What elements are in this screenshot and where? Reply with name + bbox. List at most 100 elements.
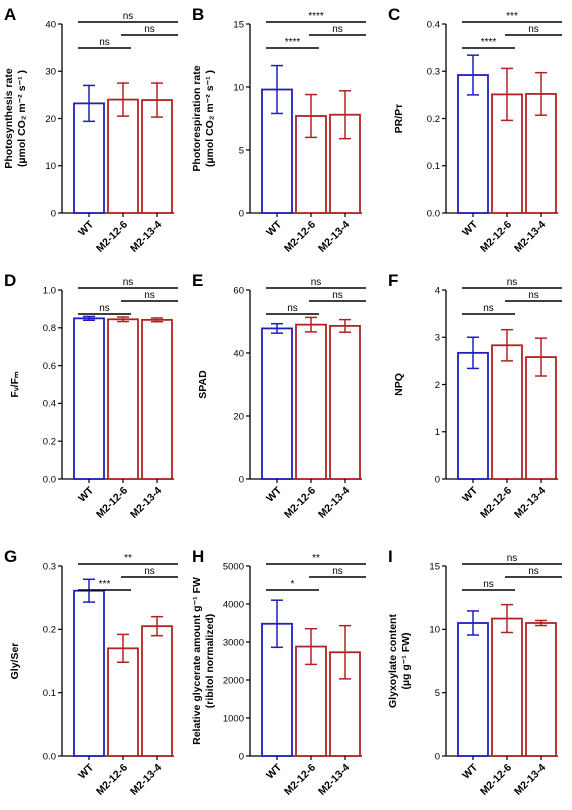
y-tick-label: 0.1	[427, 161, 440, 172]
bar-m2-13-4	[141, 318, 173, 480]
bar-m2-12-6	[295, 323, 327, 480]
bar-wt	[73, 317, 105, 480]
y-tick-label: 1.0	[43, 285, 56, 296]
sig-label: ns	[144, 290, 155, 301]
sig-label: ns	[528, 566, 539, 577]
x-tick-label: M2-13-4	[316, 762, 352, 798]
y-tick-label: 2000	[223, 675, 244, 686]
sig-label: ns	[99, 303, 110, 314]
y-axis-label: PR/Pᴛ	[393, 104, 405, 134]
y-axis-label: (µmol CO₂ m⁻² s⁻¹ )	[16, 70, 28, 167]
y-tick-label: 40	[233, 348, 244, 359]
x-tick-label: WT	[460, 484, 480, 504]
y-tick-label: 1000	[223, 713, 244, 724]
panel-b: B 0 5 10 15 Photorespiration rate (µmol CO₂ m⁻…	[191, 5, 366, 255]
y-tick-label: 20	[233, 411, 244, 422]
bar-wt	[457, 622, 489, 757]
y-tick-label: 10	[429, 625, 440, 636]
x-tick-label: M2-13-4	[128, 485, 164, 521]
x-tick-label: WT	[76, 484, 96, 504]
x-tick-label: WT	[264, 761, 284, 781]
y-tick-label: 0.6	[43, 361, 56, 372]
x-tick-label: WT	[460, 761, 480, 781]
sig-label: ns	[483, 303, 494, 314]
y-tick-label: 0.0	[43, 751, 56, 762]
x-tick-label: M2-13-4	[512, 762, 548, 798]
y-axis-label: Fᵥ/Fₘ	[9, 371, 21, 398]
y-tick-label: 0.2	[43, 625, 56, 636]
x-tick-label: M2-13-4	[128, 762, 164, 798]
x-tick-label: M2-13-4	[512, 485, 548, 521]
sig-label: ***	[506, 11, 518, 22]
y-axis-label: (µmol CO₂ m⁻² s⁻¹ )	[204, 70, 216, 167]
y-tick-label: 0.3	[427, 67, 440, 78]
x-tick-label: M2-13-4	[316, 219, 352, 255]
y-axis-label: Photorespiration rate	[191, 65, 203, 171]
panel-letter: C	[388, 5, 400, 24]
x-tick-label: WT	[76, 218, 96, 238]
sig-label: ns	[144, 566, 155, 577]
sig-label: ns	[287, 303, 298, 314]
x-tick-label: M2-12-6	[94, 219, 130, 255]
y-axis-label: (ribitol normalized)	[204, 614, 216, 709]
y-tick-label: 30	[45, 67, 56, 78]
y-tick-label: 0	[435, 751, 440, 762]
y-tick-label: 4000	[223, 599, 244, 610]
sig-label: ***	[99, 579, 111, 590]
panel-letter: H	[192, 547, 204, 566]
sig-label: ****	[308, 11, 324, 22]
bar-wt	[73, 589, 105, 757]
sig-label: ****	[481, 37, 497, 48]
bar-m2-13-4	[141, 99, 173, 214]
y-tick-label: 60	[233, 285, 244, 296]
bar-m2-12-6	[107, 98, 139, 214]
y-tick-label: 0.1	[43, 688, 56, 699]
y-tick-label: 3	[435, 333, 440, 344]
y-tick-label: 0.8	[43, 323, 56, 334]
sig-label: ns	[507, 553, 518, 564]
sig-label: ns	[311, 277, 322, 288]
sig-label: **	[312, 553, 320, 564]
sig-label: ns	[99, 37, 110, 48]
sig-label: *	[291, 579, 295, 590]
x-tick-label: M2-12-6	[478, 762, 514, 798]
y-tick-label: 10	[233, 82, 244, 93]
bar-wt	[261, 327, 293, 480]
y-tick-label: 0.2	[427, 114, 440, 125]
y-tick-label: 0.2	[43, 437, 56, 448]
x-tick-label: M2-12-6	[282, 485, 318, 521]
bar-m2-13-4	[525, 622, 557, 757]
y-tick-label: 4	[435, 285, 440, 296]
y-tick-label: 1	[435, 427, 440, 438]
y-tick-label: 0	[51, 208, 56, 219]
y-tick-label: 0	[435, 474, 440, 485]
bar-m2-12-6	[107, 647, 139, 757]
y-tick-label: 0.4	[427, 19, 440, 30]
bar-m2-13-4	[329, 325, 361, 480]
sig-label: ns	[528, 290, 539, 301]
x-tick-label: WT	[264, 484, 284, 504]
bar-wt	[457, 351, 489, 480]
sig-label: ns	[507, 277, 518, 288]
sig-label: **	[124, 553, 132, 564]
y-tick-label: 0	[239, 474, 244, 485]
sig-label: ns	[332, 24, 343, 35]
sig-label: ns	[144, 24, 155, 35]
bar-m2-13-4	[525, 356, 557, 480]
y-tick-label: 5000	[223, 561, 244, 572]
sig-label: ns	[332, 566, 343, 577]
panel-letter: E	[192, 271, 203, 290]
panel-letter: F	[388, 271, 398, 290]
y-axis-label: (µg g⁻¹ FW)	[400, 632, 412, 689]
y-axis-label: Relative glycerate amount g⁻¹ FW	[191, 577, 203, 745]
y-tick-label: 20	[45, 114, 56, 125]
sig-label: ns	[123, 277, 134, 288]
panel-a: A 0 10 20 30 40 Photosynthesis rate (µmol CO₂ m…	[3, 5, 178, 255]
bar-wt	[261, 622, 293, 757]
x-tick-label: M2-12-6	[478, 485, 514, 521]
y-axis-label: SPAD	[197, 370, 209, 399]
